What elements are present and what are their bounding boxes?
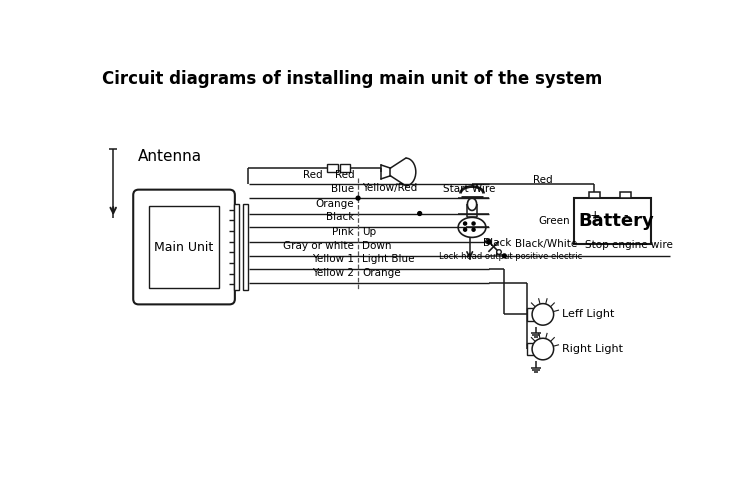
Text: Start Wire: Start Wire [442,184,495,193]
Text: Stop engine wire: Stop engine wire [585,240,673,249]
Text: Yellow 1: Yellow 1 [313,254,354,264]
Text: Up: Up [362,227,376,238]
Circle shape [464,222,467,225]
Bar [574,198,651,245]
Bar [620,192,630,198]
Text: Orange: Orange [316,199,354,209]
Text: Antenna: Antenna [138,149,202,164]
Circle shape [486,239,491,244]
Text: Pink: Pink [332,227,354,238]
Text: Leff Light: Leff Light [562,310,615,319]
Bar [589,192,599,198]
Bar [527,308,536,320]
Text: Circuit diagrams of installing main unit of the system: Circuit diagrams of installing main unit… [103,69,602,87]
Text: Green: Green [538,216,570,226]
Text: Black/White: Black/White [515,240,578,249]
FancyBboxPatch shape [133,189,235,305]
Bar [149,206,219,288]
Text: Main Unit: Main Unit [155,241,214,253]
Circle shape [464,228,467,231]
Text: +: + [589,209,599,222]
Circle shape [497,249,501,254]
Text: Red: Red [533,175,553,185]
Text: Down: Down [362,241,391,251]
Text: Yellow 2: Yellow 2 [313,268,354,278]
Text: Black: Black [326,212,354,222]
Circle shape [356,196,360,200]
Text: -: - [623,209,627,222]
Text: Light Blue: Light Blue [362,254,414,264]
Circle shape [418,212,421,215]
Text: Lock-head output positive electric: Lock-head output positive electric [439,252,582,261]
Text: Right Light: Right Light [562,344,623,354]
Text: Blue: Blue [331,184,354,193]
Text: Gray or white: Gray or white [283,241,354,251]
Bar [527,343,536,355]
Text: Red: Red [334,170,354,180]
Bar [340,164,350,172]
Circle shape [532,338,553,360]
Circle shape [472,228,475,231]
Circle shape [472,222,475,225]
Circle shape [532,304,553,325]
Bar [234,204,239,290]
Text: Battery: Battery [578,212,654,230]
Text: Yellow/Red: Yellow/Red [362,184,418,193]
Text: Red: Red [303,170,322,180]
Bar [242,204,248,290]
Circle shape [502,254,507,258]
Text: Orange: Orange [362,268,401,278]
Bar [327,164,338,172]
Circle shape [487,240,491,244]
Text: Black: Black [482,238,511,248]
